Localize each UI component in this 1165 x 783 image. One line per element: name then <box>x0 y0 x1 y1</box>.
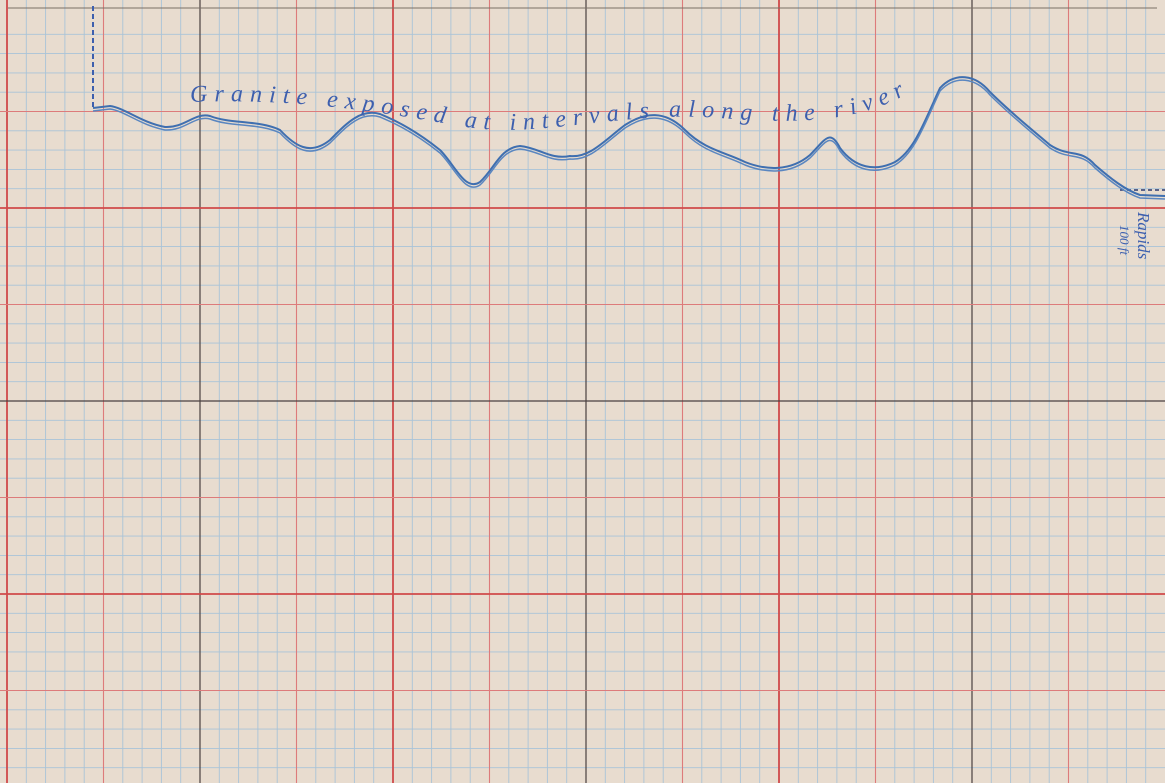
graph-paper: Granite exposed at intervals along the r… <box>0 0 1165 783</box>
rapids-label: Rapids <box>1134 211 1153 260</box>
page: Granite exposed at intervals along the r… <box>0 0 1165 783</box>
rapids-note: 100 ft <box>1117 225 1132 255</box>
